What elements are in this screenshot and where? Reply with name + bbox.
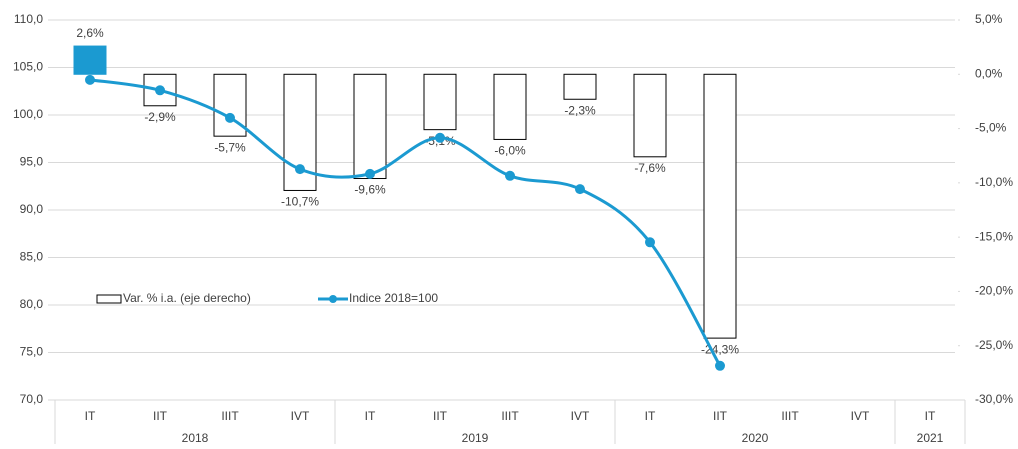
x-tick-label: IVT	[571, 409, 590, 423]
y2-tick-label: -15,0%	[975, 229, 1013, 243]
x-tick-label: IIIT	[501, 409, 519, 423]
line-point	[365, 168, 375, 179]
x-tick-label: IT	[925, 409, 936, 423]
y2-tick-label: -5,0%	[975, 121, 1007, 135]
group-label: 2019	[462, 431, 489, 444]
y-tick-label: 95,0	[20, 155, 44, 169]
legend-label: Indice 2018=100	[349, 291, 438, 305]
x-tick-label: IIIT	[221, 409, 239, 423]
bar	[703, 73, 737, 339]
line-point	[225, 112, 235, 123]
bar	[563, 73, 597, 100]
data-label: -9,6%	[354, 183, 386, 197]
bar	[353, 73, 387, 180]
y-tick-label: 70,0	[20, 392, 44, 406]
line-point	[85, 74, 95, 85]
x-tick-label: IT	[365, 409, 376, 423]
line-point	[295, 164, 305, 175]
bar	[423, 73, 457, 131]
x-tick-label: IIIT	[781, 409, 799, 423]
line	[89, 78, 722, 367]
line-point	[435, 132, 445, 143]
y-tick-label: 85,0	[20, 250, 44, 264]
data-label: -2,3%	[564, 103, 596, 117]
bar	[633, 73, 667, 158]
y2-tick-label: -25,0%	[975, 338, 1013, 352]
y-tick-label: 90,0	[20, 202, 44, 216]
data-label: -10,7%	[281, 195, 319, 209]
y-tick-label: 105,0	[13, 60, 43, 74]
line-point	[575, 184, 585, 195]
bar	[73, 45, 107, 75]
x-tick-label: IVT	[851, 409, 870, 423]
x-tick-label: IIT	[153, 409, 168, 423]
y-tick-label: 110,0	[14, 12, 43, 26]
y2-tick-label: -20,0%	[975, 284, 1013, 298]
x-tick-label: IIT	[713, 409, 728, 423]
line-point	[715, 360, 725, 371]
data-label: -24,3%	[701, 342, 739, 356]
legend-swatch	[329, 295, 337, 303]
y-tick-label: 100,0	[13, 107, 43, 121]
y2-tick-label: -30,0%	[975, 392, 1013, 406]
legend-label: Var. % i.a. (eje derecho)	[123, 291, 251, 305]
data-label: -2,9%	[144, 110, 176, 124]
y2-tick-label: -10,0%	[975, 175, 1013, 189]
line-point	[645, 237, 655, 248]
data-label: 2,6%	[76, 26, 104, 40]
data-label: -5,7%	[214, 140, 246, 154]
x-tick-label: IT	[645, 409, 656, 423]
y2-tick-label: 5,0%	[975, 12, 1003, 26]
x-tick-label: IVT	[291, 409, 310, 423]
y2-tick-label: 0,0%	[975, 66, 1003, 80]
group-label: 2018	[182, 431, 209, 444]
legend-swatch	[96, 294, 122, 304]
data-label: -7,6%	[634, 161, 666, 175]
y-tick-label: 75,0	[20, 345, 44, 359]
line-point	[505, 170, 515, 181]
line-point	[155, 85, 165, 96]
data-label: -6,0%	[494, 144, 526, 158]
bar	[493, 73, 527, 140]
y-tick-label: 80,0	[20, 297, 44, 311]
x-tick-label: IT	[85, 409, 96, 423]
group-label: 2021	[917, 431, 944, 444]
group-label: 2020	[742, 431, 769, 444]
x-tick-label: IIT	[433, 409, 448, 423]
